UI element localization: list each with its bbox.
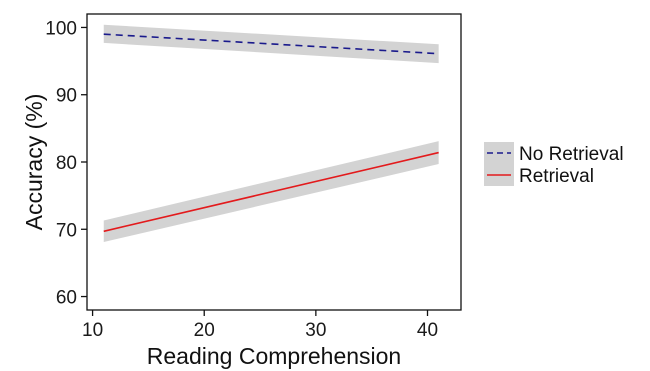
y-tick-label: 70 [56,220,77,241]
x-tick-label: 30 [305,320,326,341]
retrieval-line [103,151,439,233]
regression-lines [103,33,439,233]
no-retrieval-legend-label: No Retrieval [519,144,624,165]
no-retrieval-confidence-band [103,24,439,64]
x-tick-label: 20 [194,320,215,341]
y-tick-label: 90 [56,86,77,107]
y-tick-label: 80 [56,153,77,174]
x-tick-label: 10 [82,320,103,341]
no-retrieval-line [103,33,439,55]
y-tick-label: 100 [45,18,77,39]
y-tick-label: 60 [56,288,77,309]
y-axis-title: Accuracy (%) [21,94,47,231]
x-axis-title: Reading Comprehension [147,343,401,369]
x-axis: 10 20 30 40 [82,310,438,341]
y-axis: 60 70 80 90 100 [45,18,87,309]
confidence-bands [103,24,439,243]
retrieval-legend-label: Retrieval [519,166,594,187]
x-tick-label: 40 [417,320,438,341]
